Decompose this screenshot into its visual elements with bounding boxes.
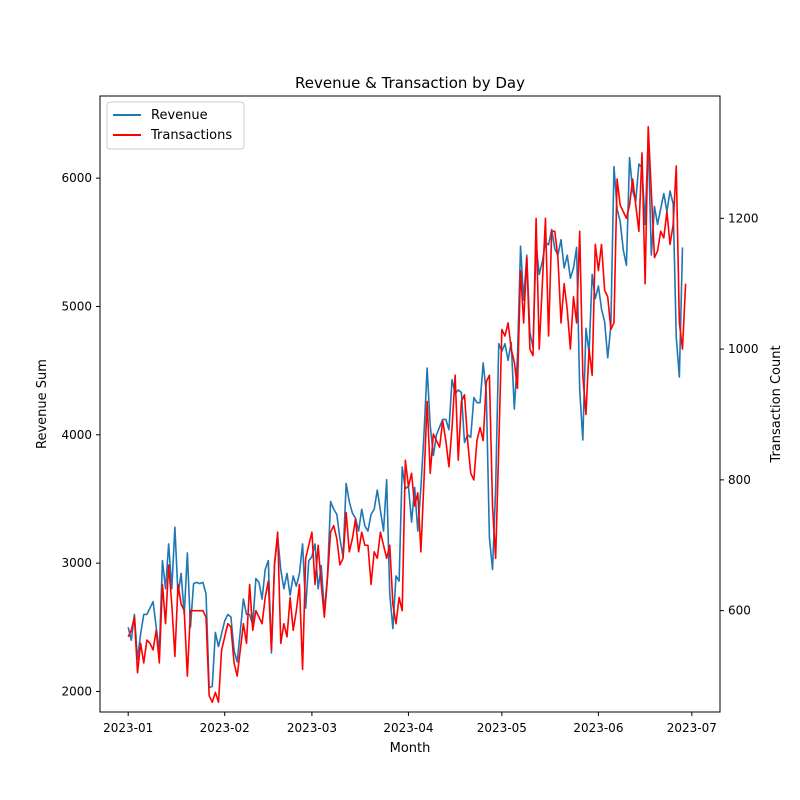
y-left-tick-label: 3000: [61, 556, 92, 570]
legend: Revenue Transactions: [106, 101, 245, 150]
legend-box: [106, 101, 245, 150]
x-tick-label: 2023-01: [103, 721, 153, 735]
x-tick-label: 2023-04: [383, 721, 433, 735]
y-left-tick-label: 2000: [61, 684, 92, 698]
legend-label-revenue: Revenue: [151, 108, 208, 123]
y-left-tick-label: 4000: [61, 428, 92, 442]
x-tick-label: 2023-06: [573, 721, 623, 735]
y-right-tick-label: 1000: [728, 342, 759, 356]
series-line-revenue: [127, 137, 684, 689]
plot-frame: [99, 95, 721, 713]
y-axis-label-left: Revenue Sum: [35, 359, 50, 449]
x-tick-label: 2023-02: [200, 721, 250, 735]
y-left-tick-label: 6000: [61, 171, 92, 185]
y-axis-label-right: Transaction Count: [769, 345, 784, 463]
x-tick-label: 2023-05: [477, 721, 527, 735]
chart-title: Revenue & Transaction by Day: [295, 74, 525, 92]
legend-label-transactions: Transactions: [150, 128, 232, 143]
x-axis-label: Month: [390, 741, 431, 756]
y-right-tick-label: 600: [728, 604, 751, 618]
y-right-tick-label: 800: [728, 473, 751, 487]
series-line-transactions: [127, 125, 687, 703]
x-tick-label: 2023-03: [287, 721, 337, 735]
y-right-tick-label: 1200: [728, 211, 759, 225]
x-tick-label: 2023-07: [667, 721, 717, 735]
plot-area: 2023-01 2023-02 2023-03 2023-04 2023-05 2023-…: [61, 95, 759, 735]
y-left-tick-label: 5000: [61, 299, 92, 313]
